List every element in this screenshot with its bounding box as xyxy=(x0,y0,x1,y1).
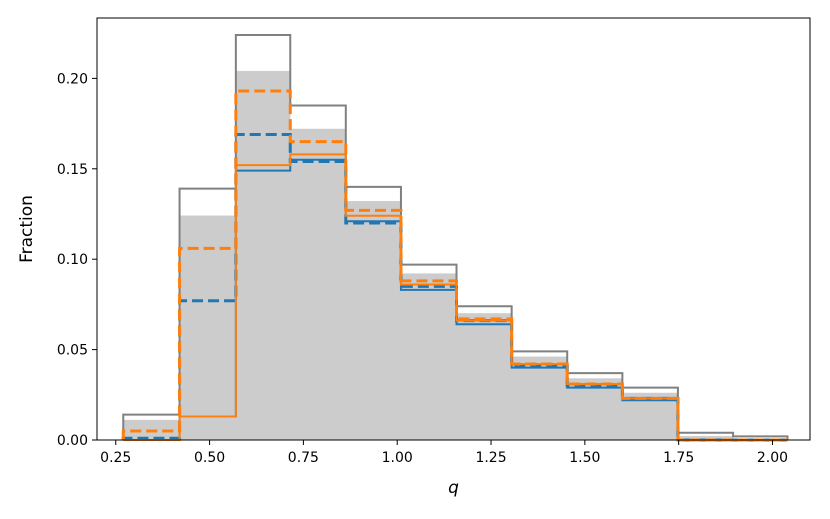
x-tick-label: 1.00 xyxy=(382,450,413,466)
histogram-step-line-dashed xyxy=(121,89,788,442)
y-tick-label: 0.20 xyxy=(57,71,88,87)
x-tick-label: 0.25 xyxy=(100,450,131,466)
x-axis-label: q xyxy=(448,478,459,498)
y-axis-label: Fraction xyxy=(17,195,37,263)
x-tick-label: 1.75 xyxy=(663,450,694,466)
axes-frame xyxy=(96,17,811,441)
histogram-bar-fill xyxy=(400,273,457,441)
histogram-bar-fill xyxy=(345,201,402,441)
plot-area xyxy=(121,33,789,442)
histogram-bar-fill xyxy=(179,215,237,441)
histogram-bar-fill xyxy=(290,128,347,441)
x-tick-label: 1.25 xyxy=(475,450,506,466)
y-tick-label: 0.10 xyxy=(57,252,88,268)
histogram-bar-fill xyxy=(511,356,568,441)
histogram-bar-fill xyxy=(456,313,512,441)
x-tick-label: 1.50 xyxy=(569,450,600,466)
histogram-bar-fill xyxy=(235,70,291,441)
histogram-bar-fill xyxy=(566,378,623,441)
x-tick-label: 0.50 xyxy=(194,450,225,466)
y-tick-label: 0.15 xyxy=(57,162,88,178)
x-axis-ticks: 0.25 0.50 0.75 1.00 1.25 1.50 1.75 2.00 xyxy=(100,440,788,466)
x-tick-label: 0.75 xyxy=(288,450,319,466)
y-tick-label: 0.05 xyxy=(57,343,88,359)
x-tick-label: 2.00 xyxy=(757,450,788,466)
y-axis-ticks: 0.00 0.05 0.10 0.15 0.20 xyxy=(57,71,97,449)
y-tick-label: 0.00 xyxy=(57,433,88,449)
